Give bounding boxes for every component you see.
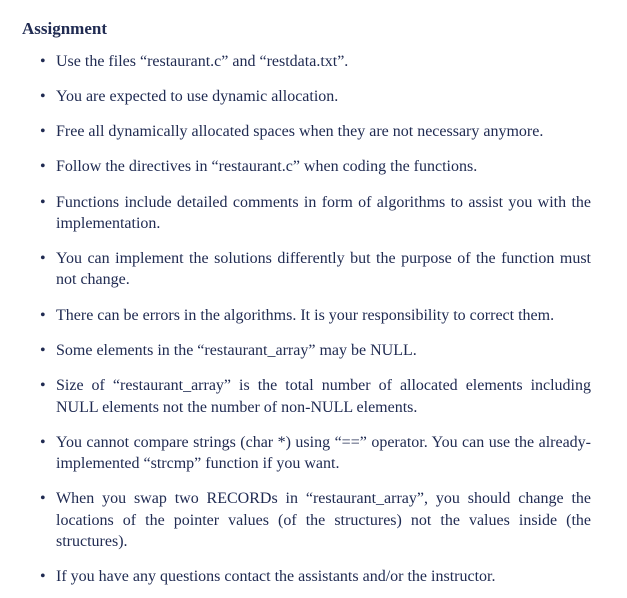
list-item: There can be errors in the algorithms. I… xyxy=(56,305,591,326)
list-item: Some elements in the “restaurant_array” … xyxy=(56,340,591,361)
list-item: If you have any questions contact the as… xyxy=(56,566,591,587)
list-item: You cannot compare strings (char *) usin… xyxy=(56,432,591,475)
list-item: Free all dynamically allocated spaces wh… xyxy=(56,121,591,142)
list-item: Size of “restaurant_array” is the total … xyxy=(56,375,591,418)
section-title: Assignment xyxy=(22,18,591,41)
assignment-bullet-list: Use the files “restaurant.c” and “restda… xyxy=(22,51,591,588)
list-item: You are expected to use dynamic allocati… xyxy=(56,86,591,107)
list-item: Functions include detailed comments in f… xyxy=(56,192,591,235)
list-item: Follow the directives in “restaurant.c” … xyxy=(56,156,591,177)
list-item: You can implement the solutions differen… xyxy=(56,248,591,291)
list-item: Use the files “restaurant.c” and “restda… xyxy=(56,51,591,72)
assignment-document: Assignment Use the files “restaurant.c” … xyxy=(0,0,627,598)
list-item: When you swap two RECORDs in “restaurant… xyxy=(56,488,591,552)
